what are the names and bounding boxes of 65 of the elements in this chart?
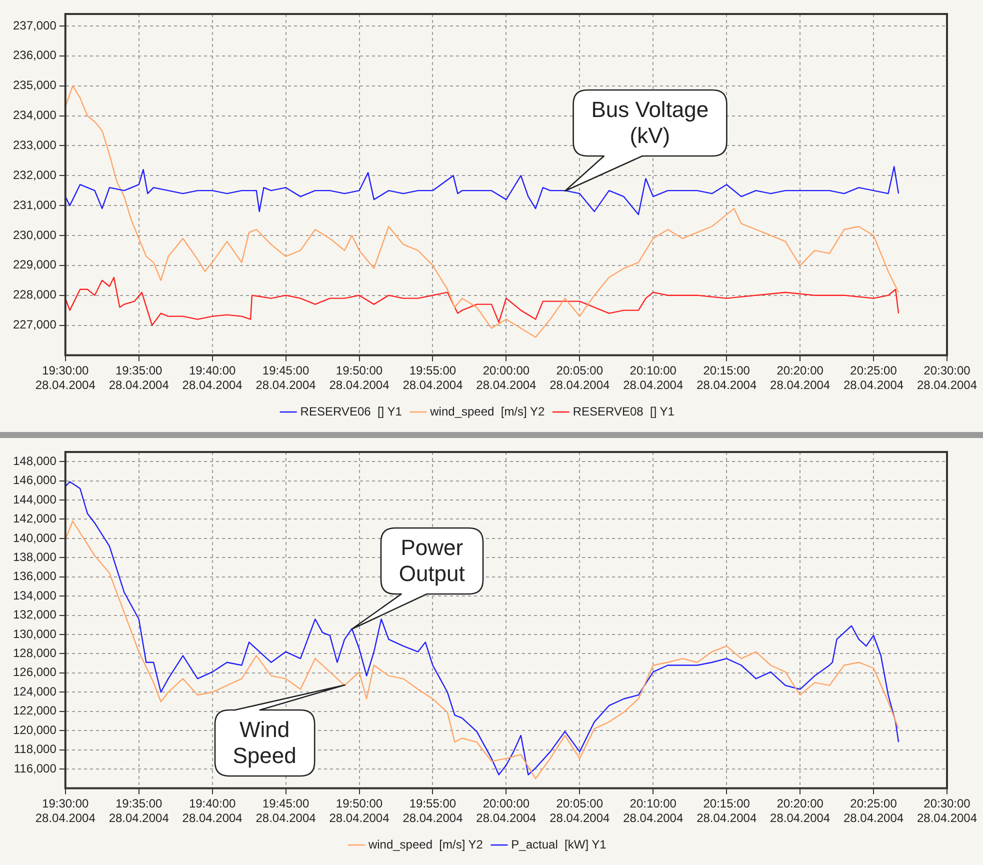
annotation: Wind Speed (232, 716, 298, 770)
y-tick-label: 231,000 (12, 198, 57, 212)
y-tick-label: 236,000 (12, 48, 57, 62)
x-tick-label: 20:15:00 28.04.2004 (696, 796, 757, 826)
annotation: Power Output (398, 534, 466, 588)
x-tick-label: 19:45:00 28.04.2004 (256, 796, 316, 826)
y-tick-label: 229,000 (12, 258, 57, 272)
y-tick-label: 138,000 (12, 550, 57, 564)
y-tick-label: 230,000 (12, 228, 57, 242)
x-tick-label: 20:25:00 28.04.2004 (844, 364, 904, 392)
legend-label: RESERVE08 [] Y1 (572, 404, 675, 418)
legend-label: P_actual [kW] Y1 (511, 837, 607, 852)
annotation: Bus Voltage (kV) (590, 96, 710, 150)
x-tick-label: 19:55:00 28.04.2004 (402, 364, 464, 392)
y-tick-label: 228,000 (12, 288, 57, 302)
x-tick-label: 20:30:00 28.04.2004 (916, 796, 978, 826)
y-tick-label: 128,000 (12, 646, 57, 660)
y-tick-label: 136,000 (12, 569, 57, 584)
x-tick-label: 19:40:00 28.04.2004 (182, 796, 243, 826)
y-tick-label: 116,000 (14, 761, 57, 776)
speech-bubble: Wind Speed (214, 684, 346, 778)
y-tick-label: 118,000 (14, 742, 57, 756)
x-tick-label: 20:25:00 28.04.2004 (844, 796, 904, 826)
x-tick-label: 19:55:00 28.04.2004 (402, 796, 464, 826)
legend-label: wind_speed [m/s] Y2 (367, 837, 484, 852)
y-tick-label: 130,000 (12, 626, 57, 641)
y-tick-label: 134,000 (12, 588, 57, 602)
x-tick-label: 20:00:00 28.04.2004 (476, 796, 537, 826)
x-tick-label: 20:05:00 28.04.2004 (550, 364, 610, 392)
x-tick-label: 19:50:00 28.04.2004 (329, 796, 390, 826)
speech-bubble: Bus Voltage (kV) (564, 88, 728, 192)
y-tick-label: 124,000 (12, 684, 57, 698)
x-tick-label: 19:35:00 28.04.2004 (108, 364, 170, 392)
y-tick-label: 126,000 (12, 665, 57, 680)
y-tick-label: 120,000 (12, 722, 57, 737)
y-tick-label: 144,000 (12, 492, 57, 506)
y-tick-label: 235,000 (12, 78, 57, 92)
x-tick-label: 19:50:00 28.04.2004 (329, 364, 390, 392)
x-tick-label: 20:05:00 28.04.2004 (550, 796, 610, 826)
y-tick-label: 140,000 (12, 530, 57, 545)
y-tick-label: 132,000 (12, 608, 57, 622)
x-tick-label: 19:30:00 28.04.2004 (35, 796, 96, 826)
x-tick-label: 20:30:00 28.04.2004 (916, 364, 978, 392)
x-tick-label: 20:20:00 28.04.2004 (770, 364, 830, 392)
y-tick-label: 233,000 (12, 138, 57, 152)
legend-label: wind_speed [m/s] Y2 (429, 404, 545, 418)
x-tick-label: 20:10:00 28.04.2004 (623, 796, 684, 826)
y-tick-label: 232,000 (12, 168, 57, 182)
x-tick-label: 20:15:00 28.04.2004 (696, 364, 757, 392)
y-tick-label: 146,000 (12, 473, 57, 488)
x-tick-label: 19:45:00 28.04.2004 (256, 364, 316, 392)
y-tick-label: 142,000 (12, 512, 57, 526)
x-tick-label: 20:10:00 28.04.2004 (623, 364, 684, 392)
x-tick-label: 19:30:00 28.04.2004 (35, 364, 96, 392)
legend-label: RESERVE06 [] Y1 (300, 404, 402, 418)
y-tick-label: 148,000 (12, 454, 57, 468)
x-tick-label: 19:35:00 28.04.2004 (108, 796, 170, 826)
y-tick-label: 227,000 (12, 318, 57, 332)
speech-bubble: Power Output (350, 526, 484, 630)
x-tick-label: 20:00:00 28.04.2004 (476, 364, 537, 392)
x-tick-label: 19:40:00 28.04.2004 (182, 364, 243, 392)
y-tick-label: 234,000 (12, 108, 57, 122)
y-tick-label: 122,000 (12, 704, 57, 718)
y-tick-label: 237,000 (12, 18, 57, 32)
x-tick-label: 20:20:00 28.04.2004 (770, 796, 830, 826)
